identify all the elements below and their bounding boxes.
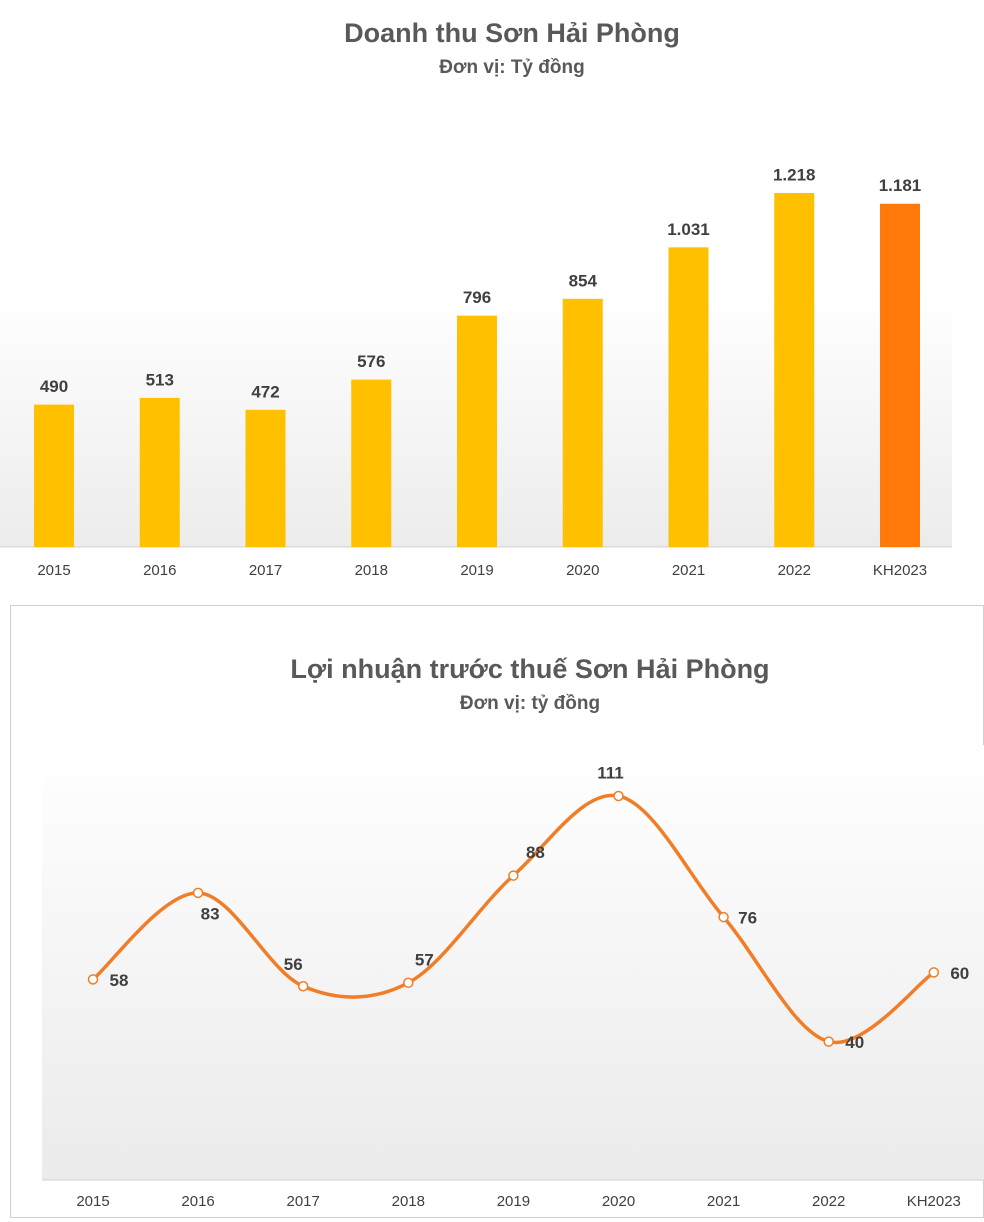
bar: [245, 409, 286, 547]
x-tick-label: 2016: [143, 562, 176, 579]
data-label: 472: [251, 382, 279, 401]
data-label: 1.181: [879, 176, 922, 195]
point: [403, 977, 414, 989]
chart-subtitle: Đơn vị: Tỷ đồng: [439, 57, 584, 78]
data-label: 58: [110, 971, 129, 990]
x-tick-label: KH2023: [907, 1193, 961, 1210]
data-label: 83: [201, 904, 220, 923]
point: [297, 981, 309, 992]
data-label: 88: [526, 843, 545, 862]
data-label: 576: [357, 352, 385, 371]
x-tick-label: 2015: [37, 562, 70, 579]
x-tick-label: 2018: [355, 562, 388, 579]
data-label: 60: [950, 964, 969, 983]
bar: [668, 247, 709, 548]
x-tick-label: 2021: [707, 1193, 740, 1210]
x-tick-label: 2017: [249, 562, 282, 579]
x-tick-label: 2019: [460, 562, 493, 579]
x-tick-label: 2022: [812, 1193, 845, 1210]
point: [508, 870, 519, 881]
data-label: 40: [845, 1033, 864, 1052]
x-tick-label: 2017: [287, 1193, 320, 1210]
point: [823, 1036, 834, 1047]
bar: [351, 379, 392, 547]
data-label: 57: [415, 950, 434, 969]
bar: [139, 397, 180, 547]
x-tick-label: KH2023: [873, 562, 927, 579]
bar: [457, 315, 497, 547]
bar: [562, 298, 603, 547]
data-label: 1.218: [773, 165, 816, 184]
chart-subtitle: Đơn vị: tỷ đồng: [460, 693, 600, 714]
x-tick-label: 2015: [76, 1193, 109, 1210]
x-tick-label: 2019: [497, 1193, 530, 1210]
data-label: 76: [738, 909, 757, 928]
point: [87, 974, 99, 985]
x-tick-label: 2022: [778, 562, 811, 579]
chart-title: Lợi nhuận trước thuế Sơn Hải Phòng: [290, 654, 769, 684]
x-tick-label: 2020: [566, 562, 599, 579]
plot-area: [42, 745, 984, 1180]
point: [613, 790, 624, 802]
bar: [34, 404, 74, 547]
bar: [880, 203, 920, 547]
data-label: 111: [597, 763, 624, 782]
data-label: 1.031: [667, 220, 710, 239]
bar: [774, 193, 815, 547]
data-label: 796: [463, 288, 491, 307]
data-label: 854: [569, 271, 598, 290]
data-label: 490: [40, 377, 68, 396]
x-tick-label: 2016: [181, 1193, 214, 1210]
data-label: 513: [146, 370, 174, 389]
point: [192, 887, 204, 899]
line: [91, 793, 935, 1045]
x-tick-label: 2020: [602, 1193, 635, 1210]
data-label: 56: [284, 955, 303, 974]
x-tick-label: 2018: [392, 1193, 425, 1210]
point: [928, 967, 940, 978]
x-tick-label: 2021: [672, 562, 705, 579]
point: [718, 911, 729, 923]
chart-title: Doanh thu Sơn Hải Phòng: [344, 18, 680, 48]
